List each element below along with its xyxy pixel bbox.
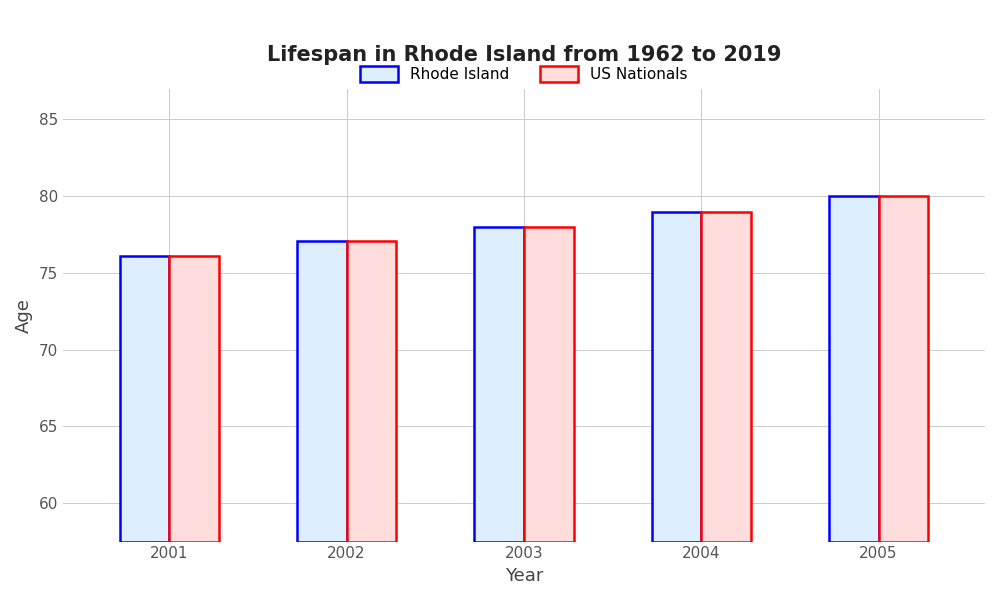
- Bar: [120, 256, 169, 542]
- Bar: [169, 256, 219, 542]
- X-axis label: Year: Year: [505, 567, 543, 585]
- Bar: [347, 241, 396, 542]
- Bar: [474, 227, 524, 542]
- Bar: [297, 241, 347, 542]
- Title: Lifespan in Rhode Island from 1962 to 2019: Lifespan in Rhode Island from 1962 to 20…: [267, 45, 781, 65]
- Bar: [652, 212, 701, 542]
- Bar: [524, 227, 574, 542]
- Bar: [879, 196, 928, 542]
- Y-axis label: Age: Age: [15, 298, 33, 332]
- Bar: [701, 212, 751, 542]
- Legend: Rhode Island, US Nationals: Rhode Island, US Nationals: [354, 60, 694, 88]
- Bar: [829, 196, 879, 542]
